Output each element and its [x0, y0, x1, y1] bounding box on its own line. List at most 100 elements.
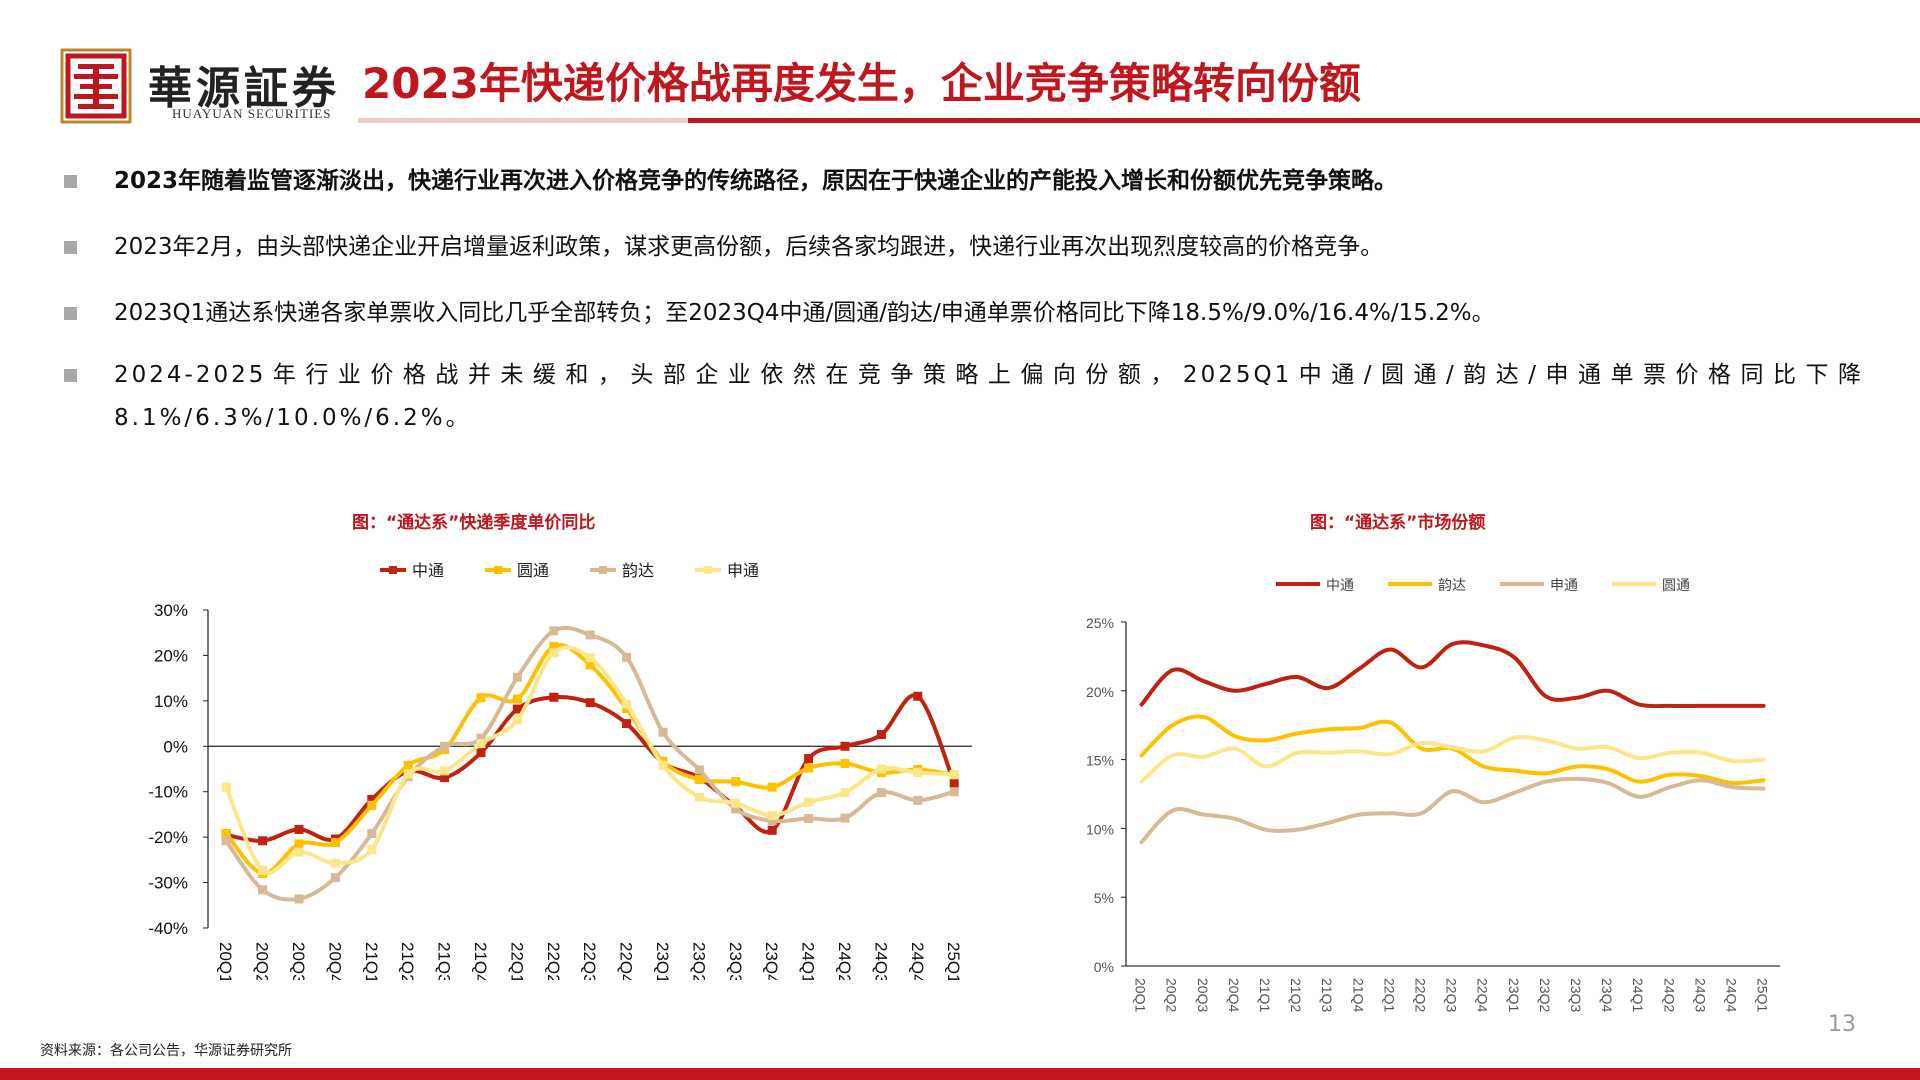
bullet-text: 2024-2025年行业价格战并未缓和，头部企业依然在竞争策略上偏向份额，202…	[114, 362, 1864, 431]
bullet-text: 2023年随着监管逐渐淡出，快递行业再次进入价格竞争的传统路径，原因在于快递企业…	[114, 168, 1398, 194]
data-point	[330, 873, 340, 883]
footer-bar	[0, 1068, 1920, 1080]
legend-label: 韵达	[622, 562, 654, 580]
data-point	[549, 626, 559, 636]
data-point	[330, 858, 340, 868]
bullet-marker	[64, 241, 77, 254]
y-tick-label: 30%	[154, 601, 188, 620]
y-tick-label: 5%	[1094, 890, 1114, 906]
data-point	[549, 641, 559, 651]
data-point	[949, 778, 959, 788]
data-point	[913, 768, 923, 778]
data-point	[913, 795, 923, 805]
bullet-item: 2023年2月，由头部快递企业开启增量返利政策，谋求更高份额，后续各家均跟进，快…	[64, 226, 1864, 269]
data-point	[512, 694, 522, 704]
data-point	[767, 816, 777, 826]
x-tick-label: 23Q3	[1568, 978, 1584, 1012]
x-tick-label: 22Q3	[1444, 978, 1460, 1012]
x-tick-label: 22Q1	[507, 942, 526, 980]
legend-marker	[599, 566, 607, 574]
y-tick-label: 15%	[1086, 753, 1114, 769]
data-point	[476, 739, 486, 749]
x-tick-label: 20Q1	[216, 942, 235, 980]
legend-marker	[389, 566, 397, 574]
x-tick-label: 21Q4	[471, 942, 490, 980]
data-point	[367, 829, 377, 839]
x-tick-label: 20Q1	[1133, 978, 1149, 1012]
x-tick-label: 21Q1	[362, 942, 381, 980]
data-point	[658, 760, 668, 770]
data-point	[622, 699, 632, 709]
market-share-chart: 中通 韵达 申通 圆通 25% 20% 15% 10% 5% 0% 20Q1 20Q2 20Q3 20Q4…	[1086, 577, 1780, 1012]
x-tick-label: 23Q3	[726, 942, 745, 980]
y-tick-label: -20%	[148, 828, 188, 847]
y-tick-label: -30%	[148, 874, 188, 893]
y-tick-label: 0%	[163, 737, 188, 756]
data-point	[549, 648, 559, 658]
bullet-item: 2023年随着监管逐渐淡出，快递行业再次进入价格竞争的传统路径，原因在于快递企业…	[64, 160, 1864, 203]
data-point	[258, 885, 268, 895]
data-point	[221, 836, 231, 846]
x-tick-label: 23Q2	[1537, 978, 1553, 1012]
x-tick-label: 25Q1	[1755, 978, 1771, 1012]
data-point	[585, 630, 595, 640]
data-point	[622, 652, 632, 662]
data-point	[294, 894, 304, 904]
x-tick-label: 23Q1	[653, 942, 672, 980]
x-tick-label: 21Q1	[1257, 978, 1273, 1012]
series-line	[1139, 734, 1766, 784]
data-point	[585, 660, 595, 670]
data-point	[440, 741, 450, 751]
data-point	[840, 813, 850, 823]
bullet-text: 2023Q1通达系快递各家单票收入同比几乎全部转负；至2023Q4中通/圆通/韵…	[114, 300, 1495, 326]
price-yoy-chart: 中通 圆通 韵达 申通 30% 20% 10% 0% -10% -20% -30% -40% 20Q1 2…	[148, 562, 972, 980]
y-tick-label: 0%	[1094, 959, 1114, 975]
x-tick-label: 22Q4	[617, 942, 636, 980]
data-point	[804, 797, 814, 807]
bullet-marker	[64, 369, 77, 382]
legend-marker	[704, 566, 712, 574]
data-point	[476, 748, 486, 758]
data-point	[294, 824, 304, 834]
x-tick-label: 24Q4	[908, 942, 927, 980]
data-point	[258, 836, 268, 846]
x-tick-label: 21Q2	[398, 942, 417, 980]
data-point	[804, 814, 814, 824]
x-tick-label: 23Q2	[689, 942, 708, 980]
x-tick-label: 24Q3	[871, 942, 890, 980]
y-tick-label: 20%	[154, 646, 188, 665]
source-note: 资料来源：各公司公告，华源证券研究所	[40, 1043, 292, 1059]
chart-title-price-yoy: 图：“通达系”快递季度单价同比	[352, 513, 596, 533]
brand-name-cn: 華源証券	[148, 63, 340, 114]
data-point	[367, 800, 377, 810]
data-point	[294, 847, 304, 857]
data-point	[294, 839, 304, 849]
bullet-list: 2023年随着监管逐渐淡出，快递行业再次进入价格竞争的传统路径，原因在于快递企业…	[64, 160, 1864, 463]
data-point	[512, 704, 522, 714]
data-point	[585, 653, 595, 663]
data-point	[512, 672, 522, 682]
series-line	[1139, 640, 1766, 709]
x-tick-label: 24Q2	[835, 942, 854, 980]
huayuan-logo	[60, 48, 132, 124]
x-tick-label: 24Q1	[799, 942, 818, 980]
data-point	[840, 788, 850, 798]
data-point	[840, 741, 850, 751]
data-point	[440, 773, 450, 783]
brand-name-en: HUAYUAN SECURITIES	[172, 106, 332, 121]
x-tick-label: 20Q2	[1164, 978, 1180, 1012]
bullet-marker	[64, 307, 77, 320]
x-tick-label: 25Q1	[944, 942, 963, 980]
x-tick-label: 22Q2	[544, 942, 563, 980]
data-point	[694, 792, 704, 802]
series-line	[1139, 776, 1766, 845]
data-point	[258, 865, 268, 875]
data-point	[512, 715, 522, 725]
page-title: 2023年快递价格战再度发生，企业竞争策略转向份额	[362, 59, 1361, 108]
x-tick-label: 21Q2	[1288, 978, 1304, 1012]
bullet-item: 2024-2025年行业价格战并未缓和，头部企业依然在竞争策略上偏向份额，202…	[64, 354, 1864, 440]
data-point	[622, 719, 632, 729]
data-point	[585, 698, 595, 708]
x-tick-label: 24Q2	[1661, 978, 1677, 1012]
header-divider-light	[358, 118, 688, 123]
